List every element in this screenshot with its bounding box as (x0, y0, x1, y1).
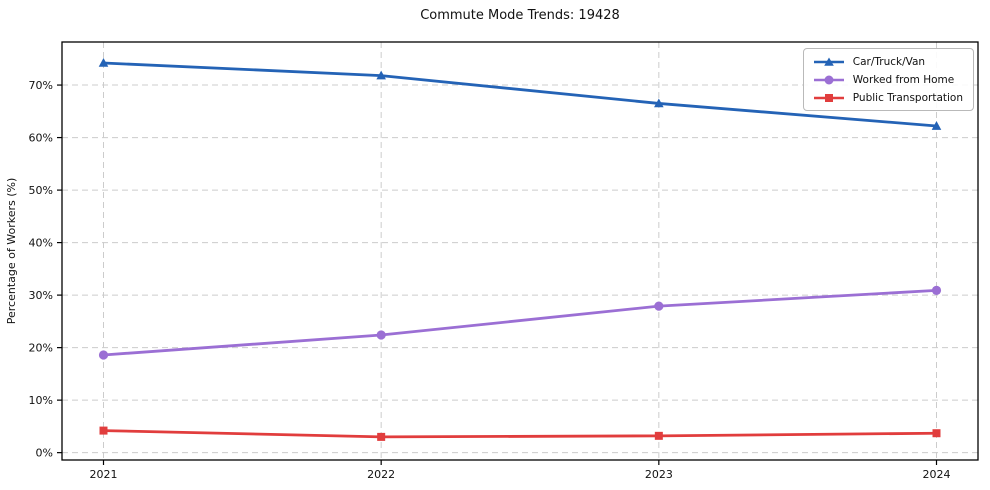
series-line (102, 61, 938, 128)
y-tick-label: 20% (29, 342, 53, 355)
data-point-square (377, 432, 386, 441)
axes-border (61, 41, 979, 461)
data-point-circle (376, 330, 386, 340)
data-point-circle (931, 285, 942, 295)
x-tick-label: 2023 (645, 468, 673, 481)
data-point-triangle (654, 98, 664, 108)
y-tick-label: 0% (36, 447, 53, 460)
x-tick-label: 2024 (923, 468, 951, 481)
data-point-square (654, 431, 663, 440)
chart-title: Commute Mode Trends: 19428 (420, 8, 620, 23)
y-tick-label: 10% (29, 394, 53, 407)
legend-item: Car/Truck/Van (812, 54, 963, 69)
x-tick-label: 2022 (367, 468, 395, 481)
legend-item: Worked from Home (812, 72, 963, 87)
data-point-triangle (376, 70, 386, 80)
legend: Car/Truck/Van Worked from Home Public Tr… (802, 48, 974, 111)
data-point-triangle (931, 121, 942, 130)
x-tick-label: 2021 (90, 468, 118, 481)
legend-label: Worked from Home (852, 73, 955, 86)
y-tick-label: 40% (29, 237, 53, 250)
y-axis-label: Percentage of Workers (%) (5, 178, 18, 325)
y-tick-label: 60% (29, 132, 53, 145)
series-line (102, 429, 938, 439)
data-point-square (932, 429, 941, 438)
series-line (102, 288, 938, 357)
data-point-triangle (98, 58, 109, 67)
legend-swatch-square-icon (813, 93, 844, 102)
data-point-square (99, 426, 108, 435)
y-tick-label: 30% (29, 289, 53, 302)
legend-label: Public Transportation (852, 91, 963, 104)
legend-swatch-circle-icon (813, 75, 844, 84)
y-tick-label: 50% (29, 184, 53, 197)
legend-item: Public Transportation (812, 90, 963, 105)
y-tick-label: 70% (29, 79, 53, 92)
data-point-circle (654, 301, 664, 311)
legend-swatch-triangle-icon (813, 57, 844, 66)
legend-label: Car/Truck/Van (852, 55, 926, 68)
data-point-circle (98, 350, 109, 360)
